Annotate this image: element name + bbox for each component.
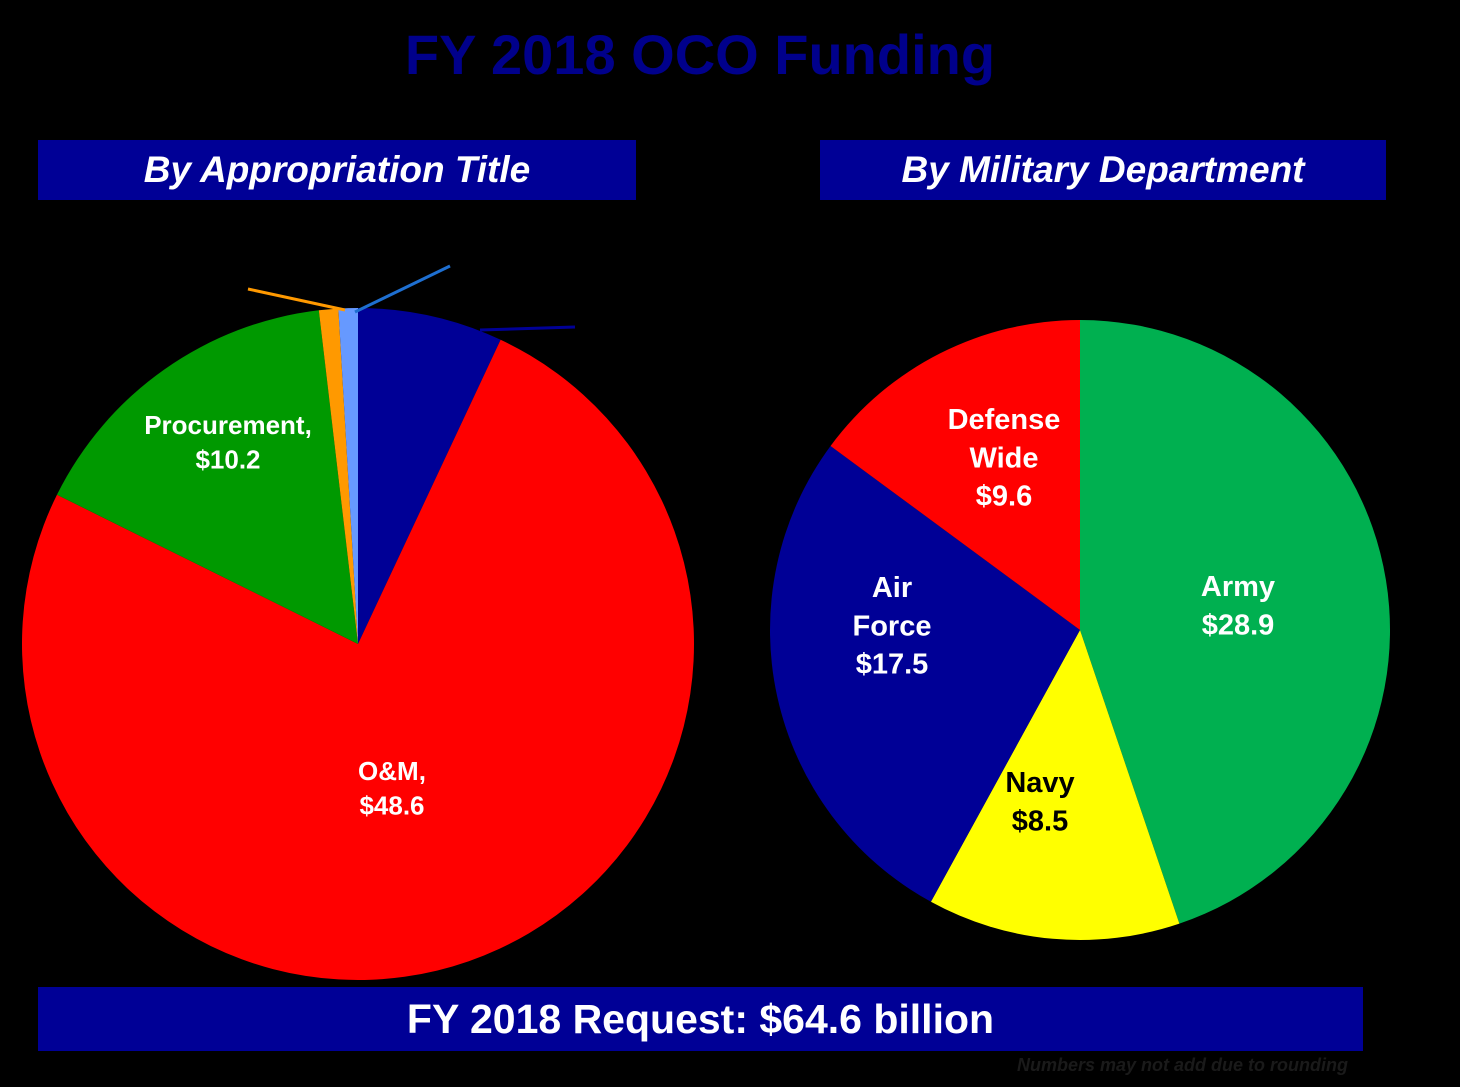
- pie1-label-0: Army $28.9: [1201, 571, 1275, 641]
- pie0-leader-0: [479, 325, 576, 332]
- pie1-label-1: Navy $8.5: [1005, 767, 1074, 837]
- pie0-slice-1: [21, 339, 695, 981]
- page-title: FY 2018 OCO Funding: [404, 23, 996, 86]
- pie1-slice-1: [930, 630, 1180, 940]
- pie0-label-2: Procurement, $10.2: [144, 410, 312, 474]
- pie0-slice-0: [358, 308, 501, 644]
- pie-title-appropriation: By Appropriation Title: [38, 140, 636, 200]
- rounding-footnote: Numbers may not add due to rounding: [1016, 1055, 1348, 1075]
- pie1-label-2: Air Force $17.5: [853, 572, 932, 681]
- pie0-slice-4: [338, 308, 358, 644]
- pie0-slice-3: [318, 308, 358, 644]
- pie0-leader-3: [247, 287, 346, 312]
- pie1-slice-3: [830, 320, 1080, 630]
- pie0-slice-2: [56, 310, 359, 644]
- pie0-label-1: O&M, $48.6: [358, 756, 426, 820]
- pie1-label-3: Defense Wide $9.6: [948, 404, 1061, 513]
- pie1-slice-2: [769, 445, 1080, 902]
- pie-title-department: By Military Department: [820, 140, 1386, 200]
- pie1-slice-0: [1080, 320, 1390, 924]
- pie0-leader-4: [354, 264, 451, 314]
- request-total-banner: FY 2018 Request: $64.6 billion: [38, 987, 1363, 1051]
